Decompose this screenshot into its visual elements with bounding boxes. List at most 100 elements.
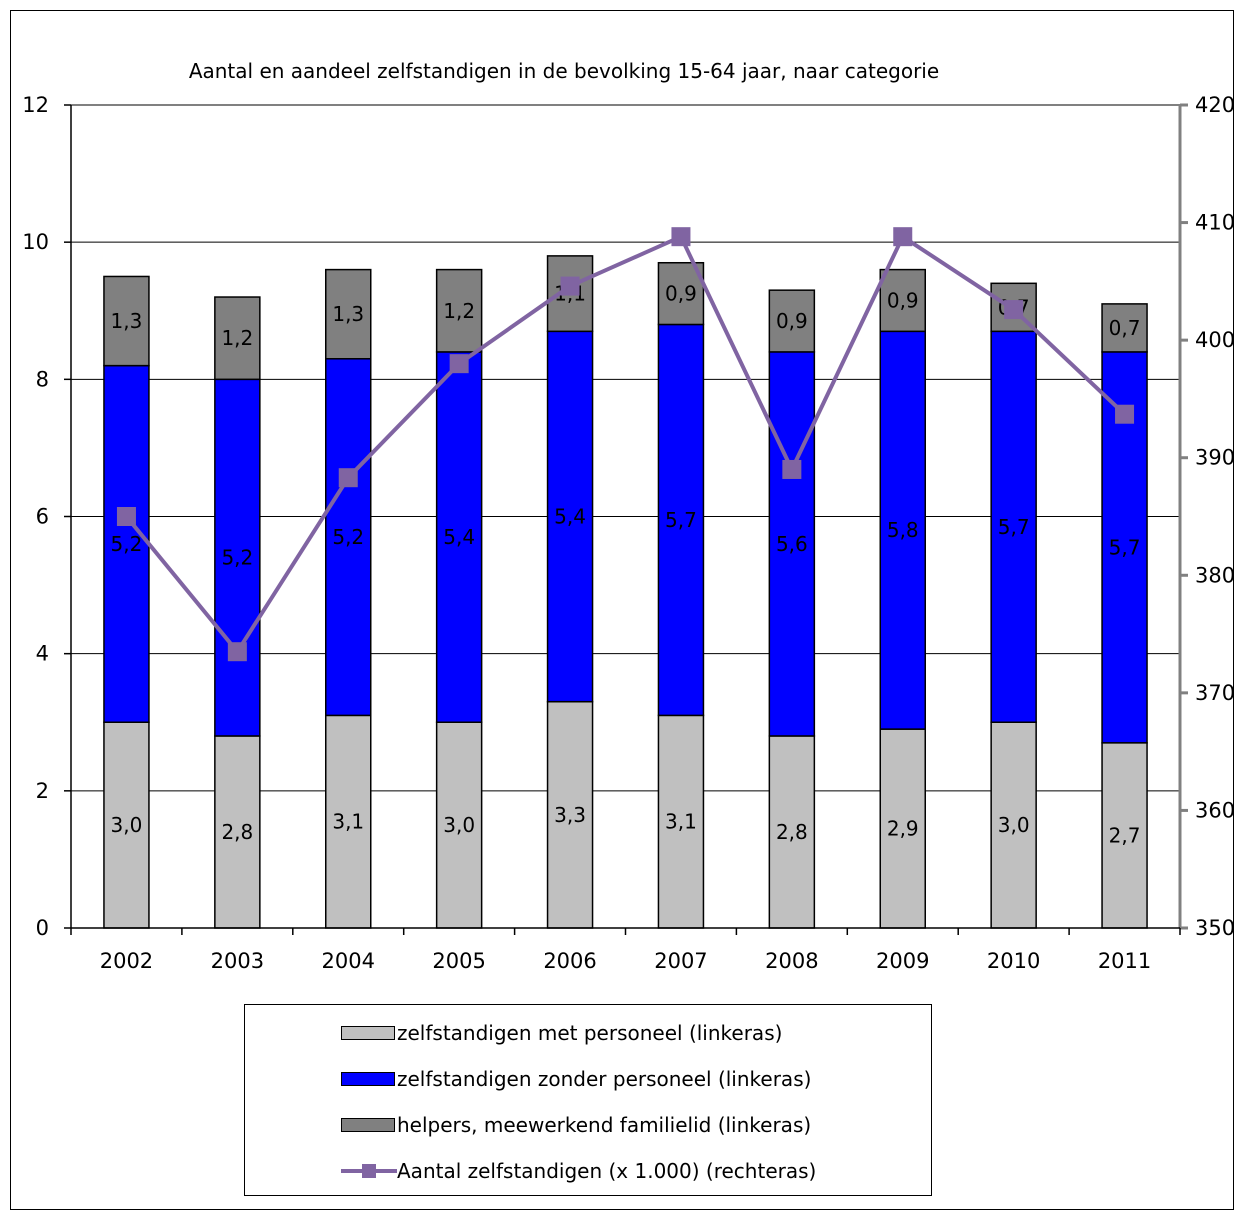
bar-segment [657,261,705,326]
x-tick-label: 2004 [322,949,375,973]
chart-title: Aantal en aandeel zelfstandigen in de be… [189,59,939,83]
line-series [116,227,1135,662]
legend-label-met-personeel: zelfstandigen met personeel (linkeras) [397,1021,783,1045]
bar-segment [990,721,1037,929]
bar-segment [879,268,926,333]
legend-item-met-personeel: zelfstandigen met personeel (linkeras) [341,1019,782,1047]
x-tick-label: 2005 [432,949,485,973]
legend-item-helpers: helpers, meewerkend familielid (linkeras… [341,1111,811,1139]
data-label: 5,2 [332,525,364,549]
right-tick-label: 360 [1195,798,1235,822]
axes: 0 2 4 6 8 10 12 350 360 370 380 390 400 410 420 2002 200… [22,93,1235,973]
legend-swatch-met-personeel [341,1026,395,1040]
x-tick-label: 2009 [876,949,929,973]
left-tick-label: 6 [36,505,49,529]
bar-segment [1101,303,1148,353]
left-tick-label: 12 [22,93,49,117]
data-label: 5,4 [554,505,586,529]
bar-segment [325,268,372,360]
left-tick-label: 0 [36,916,49,940]
legend-swatch-helpers [341,1118,395,1132]
line-marker [116,507,136,526]
bar-segment [1101,742,1148,929]
x-tick-label: 2008 [765,949,818,973]
data-label: 1,2 [443,299,475,323]
data-label: 5,2 [111,532,143,556]
bar-segment [435,351,483,723]
data-label: 5,7 [1109,535,1141,559]
right-tick-label: 410 [1195,211,1235,235]
data-label: 3,1 [332,810,364,834]
bar-segment [546,700,594,929]
data-label: 3,0 [443,813,475,837]
data-label: 5,6 [776,532,808,556]
data-label: 5,7 [665,508,697,532]
bar-segment [546,330,594,703]
data-label: 3,3 [554,803,586,827]
bar-segment [768,735,816,929]
data-label: 2,8 [776,820,808,844]
legend-label-helpers: helpers, meewerkend familielid (linkeras… [397,1113,812,1137]
x-tick-label: 2010 [987,949,1040,973]
line-marker [449,354,469,374]
bar-segment [657,323,705,717]
data-label: 1,3 [332,302,364,326]
line-marker [893,227,913,247]
line-series-path [124,234,1126,654]
line-marker [227,642,247,662]
right-tick-label: 420 [1195,93,1235,117]
line-marker [1004,300,1024,320]
left-tick-label: 8 [36,367,49,391]
data-label: 0,9 [776,309,808,333]
data-label: 0,7 [1109,316,1141,340]
legend-item-zonder-personeel: zelfstandigen zonder personeel (linkeras… [341,1065,811,1093]
x-tick-label: 2002 [100,949,153,973]
square-marker-icon [362,1164,376,1178]
left-tick-label: 10 [22,230,49,254]
x-tick-label: 2011 [1098,949,1151,973]
data-label: 2,7 [1109,823,1141,847]
data-label: 3,0 [998,813,1030,837]
bars [103,255,1148,929]
bar-segment [325,714,372,929]
bar-segment [214,296,261,381]
bar-segment [990,330,1037,723]
line-marker [782,459,802,479]
right-tick-label: 370 [1195,681,1235,705]
data-label: 2,8 [221,820,253,844]
bar-segment [657,714,705,929]
bar-segment [768,289,816,353]
right-tick-label: 400 [1195,328,1235,352]
legend-item-aantal: Aantal zelfstandigen (x 1.000) (rechtera… [341,1157,816,1185]
x-tick-label: 2003 [211,949,264,973]
right-tick-label: 350 [1195,916,1235,940]
legend-label-aantal: Aantal zelfstandigen (x 1.000) (rechtera… [397,1159,817,1183]
data-label: 5,4 [443,525,475,549]
bar-segment [214,378,261,737]
line-marker [338,468,358,488]
data-labels: 3,0 5,2 1,3 2,8 5,2 1,2 3,1 5,2 1,3 3,0 5,4 1,2 3,3 5… [111,282,1141,848]
legend-label-zonder-personeel: zelfstandigen zonder personeel (linkeras… [397,1067,812,1091]
bar-segment [325,358,372,717]
data-label: 2,9 [887,817,919,841]
left-tick-label: 4 [36,642,49,666]
legend-swatch-aantal [341,1161,397,1181]
data-label: 0,9 [887,288,919,312]
data-label: 1,2 [221,326,253,350]
line-marker [671,227,691,247]
line-marker [560,276,580,296]
data-label: 3,1 [665,810,697,834]
data-label: 5,8 [887,518,919,542]
legend-swatch-zonder-personeel [341,1072,395,1086]
data-label: 5,2 [221,546,253,570]
x-tick-label: 2007 [654,949,707,973]
legend: zelfstandigen met personeel (linkeras) z… [244,1004,932,1196]
right-tick-label: 380 [1195,563,1235,587]
right-tick-label: 390 [1195,446,1235,470]
line-marker [1115,404,1135,424]
data-label: 5,7 [998,515,1030,539]
bar-segment [768,351,816,737]
left-tick-label: 2 [36,779,49,803]
bar-segment [103,275,150,367]
